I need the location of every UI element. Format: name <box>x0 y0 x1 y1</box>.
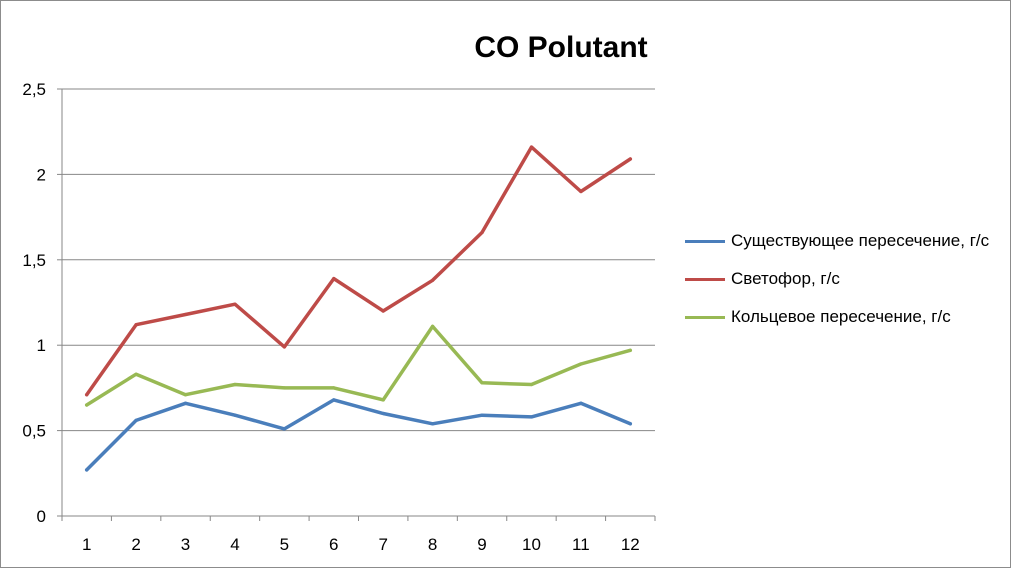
data-point <box>233 413 237 417</box>
data-point <box>628 422 632 426</box>
data-point <box>332 398 336 402</box>
data-point <box>134 418 138 422</box>
legend-item: Существующее пересечение, г/с <box>685 229 1005 253</box>
data-point <box>282 386 286 390</box>
x-tick-label: 10 <box>522 535 541 554</box>
data-point <box>233 382 237 387</box>
legend-label: Светофор, г/с <box>731 269 840 288</box>
series-line-2 <box>84 145 633 397</box>
data-point <box>381 309 385 313</box>
data-point <box>579 189 583 194</box>
series-line-3 <box>84 324 633 407</box>
x-tick-label: 5 <box>280 535 289 554</box>
data-point <box>85 468 89 472</box>
x-tick-label: 6 <box>329 535 338 554</box>
data-point <box>381 398 385 402</box>
x-tick-label: 7 <box>378 535 387 554</box>
legend-item: Светофор, г/с <box>685 267 1005 291</box>
data-point <box>85 393 89 397</box>
series-line-1 <box>84 398 633 472</box>
y-tick-label: 2 <box>37 165 46 184</box>
data-point <box>183 393 188 397</box>
data-point <box>282 345 286 349</box>
legend-swatch <box>685 316 725 319</box>
y-tick-label: 0 <box>37 507 46 526</box>
data-point <box>579 362 583 366</box>
data-point <box>628 348 632 352</box>
x-tick-label: 4 <box>230 535 239 554</box>
data-point <box>183 401 188 405</box>
data-point <box>431 278 435 282</box>
legend-swatch <box>685 240 725 243</box>
data-point <box>431 422 435 426</box>
data-point <box>480 381 484 385</box>
x-tick-label: 12 <box>621 535 640 554</box>
x-tick-label: 11 <box>572 535 590 554</box>
data-point <box>332 276 336 281</box>
data-point <box>480 413 484 417</box>
data-point <box>134 323 138 327</box>
data-point <box>381 411 385 416</box>
legend-label: Существующее пересечение, г/с <box>731 231 990 250</box>
legend-item: Кольцевое пересечение, г/с <box>685 305 1005 329</box>
y-tick-label: 2,5 <box>22 80 46 99</box>
data-point <box>332 386 336 390</box>
x-tick-label: 2 <box>131 535 140 554</box>
data-point <box>431 324 435 329</box>
data-point <box>529 145 534 149</box>
x-tick-label: 3 <box>181 535 190 554</box>
data-point <box>480 230 484 235</box>
data-point <box>628 157 632 161</box>
data-point <box>529 415 534 419</box>
x-tick-label: 9 <box>477 535 486 554</box>
x-tick-label: 1 <box>82 535 91 554</box>
chart-title: CO Polutant <box>474 31 648 64</box>
legend-label: Кольцевое пересечение, г/с <box>731 307 951 326</box>
y-tick-label: 1,5 <box>22 251 46 270</box>
x-tick-label: 8 <box>428 535 437 554</box>
data-point <box>134 372 138 376</box>
data-point <box>529 382 534 387</box>
legend-swatch <box>685 278 725 281</box>
data-point <box>282 427 286 431</box>
y-tick-label: 0,5 <box>22 422 46 441</box>
y-tick-label: 1 <box>37 336 46 355</box>
legend: Существующее пересечение, г/с Светофор, г… <box>685 229 1005 343</box>
data-point <box>579 401 583 405</box>
data-point <box>85 403 89 407</box>
data-point <box>183 312 188 317</box>
data-point <box>233 302 237 306</box>
